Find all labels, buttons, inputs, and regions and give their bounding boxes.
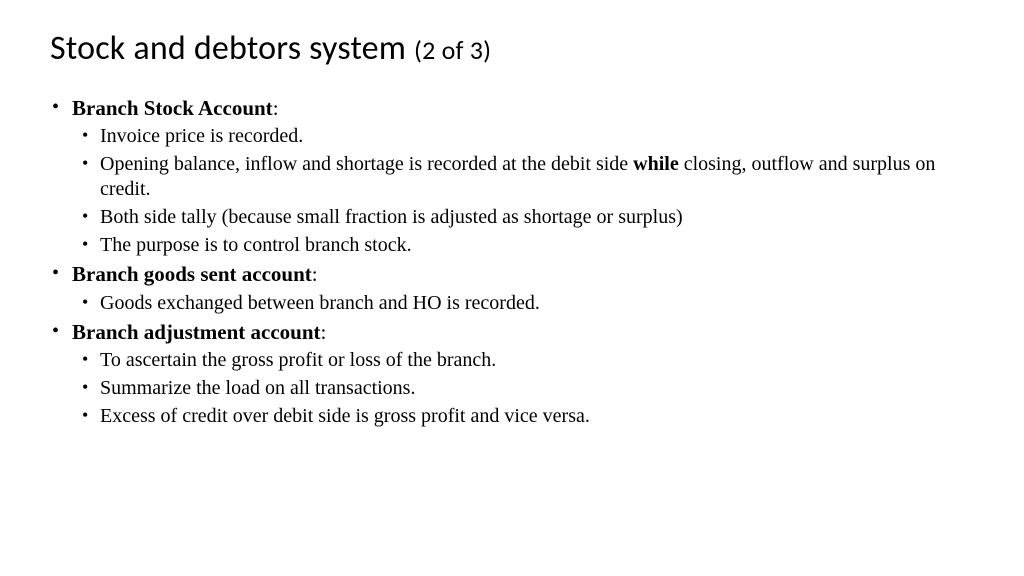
list-item: Opening balance, inflow and shortage is … xyxy=(72,152,974,202)
item-text: The purpose is to control branch stock. xyxy=(100,234,412,256)
item-text-bold: while xyxy=(633,153,679,175)
item-text: Both side tally (because small fraction … xyxy=(100,206,683,228)
section-1: Branch Stock Account: Invoice price is r… xyxy=(50,95,974,258)
section-2-items: Goods exchanged between branch and HO is… xyxy=(72,291,974,316)
section-3-items: To ascertain the gross profit or loss of… xyxy=(72,348,974,429)
section-heading: Branch Stock Account xyxy=(72,96,273,120)
item-text: Invoice price is recorded. xyxy=(100,125,303,147)
colon: : xyxy=(312,262,318,286)
section-2: Branch goods sent account: Goods exchang… xyxy=(50,261,974,315)
list-item: Summarize the load on all transactions. xyxy=(72,376,974,401)
section-3: Branch adjustment account: To ascertain … xyxy=(50,319,974,429)
list-item: To ascertain the gross profit or loss of… xyxy=(72,348,974,373)
section-heading: Branch adjustment account xyxy=(72,320,321,344)
item-text: To ascertain the gross profit or loss of… xyxy=(100,349,496,371)
list-item: Excess of credit over debit side is gros… xyxy=(72,404,974,429)
section-heading: Branch goods sent account xyxy=(72,262,312,286)
content-list: Branch Stock Account: Invoice price is r… xyxy=(50,95,974,429)
list-item: Invoice price is recorded. xyxy=(72,124,974,149)
section-1-items: Invoice price is recorded. Opening balan… xyxy=(72,124,974,258)
slide-title: Stock and debtors system (2 of 3) xyxy=(50,28,974,69)
list-item: The purpose is to control branch stock. xyxy=(72,233,974,258)
title-main: Stock and debtors system xyxy=(50,28,414,69)
item-text: Excess of credit over debit side is gros… xyxy=(100,405,590,427)
item-text: Summarize the load on all transactions. xyxy=(100,377,415,399)
colon: : xyxy=(273,96,279,120)
item-text: Goods exchanged between branch and HO is… xyxy=(100,292,540,314)
item-text-pre: Opening balance, inflow and shortage is … xyxy=(100,153,633,175)
list-item: Goods exchanged between branch and HO is… xyxy=(72,291,974,316)
colon: : xyxy=(321,320,327,344)
list-item: Both side tally (because small fraction … xyxy=(72,205,974,230)
title-counter: (2 of 3) xyxy=(414,34,491,66)
